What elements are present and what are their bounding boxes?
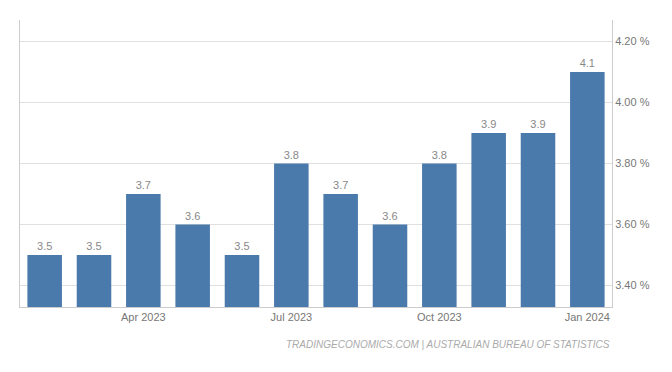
svg-text:3.80 %: 3.80 % <box>615 157 649 169</box>
svg-text:Jan 2024: Jan 2024 <box>565 311 610 323</box>
svg-text:3.6: 3.6 <box>382 210 397 222</box>
svg-text:3.5: 3.5 <box>234 240 249 252</box>
svg-text:4.20 %: 4.20 % <box>615 35 649 47</box>
svg-text:3.5: 3.5 <box>37 240 52 252</box>
svg-text:4.00 %: 4.00 % <box>615 96 649 108</box>
svg-text:3.9: 3.9 <box>530 118 545 130</box>
svg-text:Jul 2023: Jul 2023 <box>271 311 313 323</box>
svg-text:3.6: 3.6 <box>185 210 200 222</box>
svg-text:3.8: 3.8 <box>432 149 447 161</box>
svg-text:3.8: 3.8 <box>284 149 299 161</box>
svg-text:3.40 %: 3.40 % <box>615 279 649 291</box>
svg-text:TRADINGECONOMICS.COM | AUSTRAL: TRADINGECONOMICS.COM | AUSTRALIAN BUREAU… <box>286 339 610 350</box>
svg-text:4.1: 4.1 <box>580 57 595 69</box>
svg-text:3.9: 3.9 <box>481 118 496 130</box>
svg-text:3.7: 3.7 <box>333 179 348 191</box>
svg-text:3.7: 3.7 <box>136 179 151 191</box>
svg-text:Oct 2023: Oct 2023 <box>417 311 462 323</box>
svg-text:Apr 2023: Apr 2023 <box>121 311 166 323</box>
svg-text:3.60 %: 3.60 % <box>615 218 649 230</box>
svg-text:3.5: 3.5 <box>86 240 101 252</box>
